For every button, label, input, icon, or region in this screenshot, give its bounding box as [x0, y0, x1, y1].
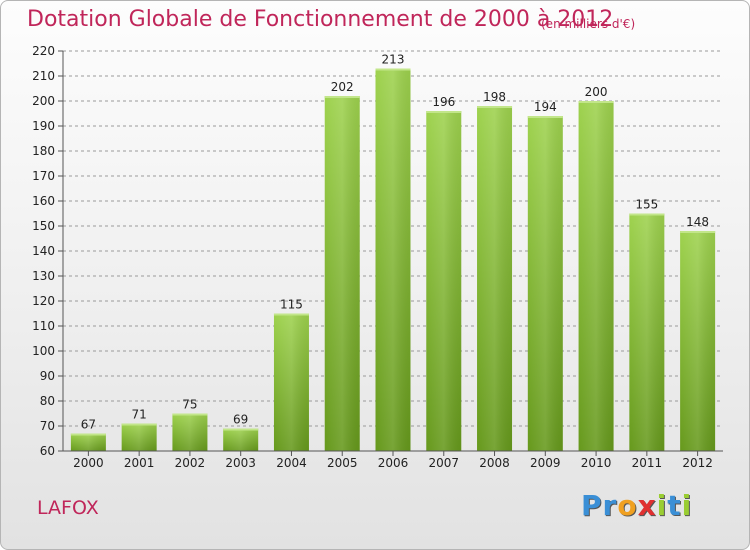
bar-top-highlight	[121, 423, 157, 426]
y-tick-label: 160	[32, 194, 55, 208]
bar-shine	[324, 96, 360, 451]
logo-letter: P	[581, 489, 603, 522]
y-tick-label: 90	[40, 369, 55, 383]
x-tick-label: 2011	[632, 456, 663, 470]
x-tick-label: 2010	[581, 456, 612, 470]
bar-chart: 67 71 75 69 115 202 213 196 198 194 200 155 148 60 70…	[32, 44, 723, 470]
x-tick-label: 2003	[225, 456, 256, 470]
y-tick-label: 220	[32, 44, 55, 58]
y-tick-label: 180	[32, 144, 55, 158]
bar-top-highlight	[172, 413, 208, 416]
bar-top-highlight	[477, 106, 513, 108]
bar-shine	[426, 111, 462, 451]
y-tick-label: 60	[40, 444, 55, 458]
bar-shine	[477, 106, 513, 451]
x-tick-label: 2002	[175, 456, 206, 470]
bar-value-label: 200	[585, 85, 608, 99]
x-tick-label: 2001	[124, 456, 155, 470]
bar-shine	[70, 433, 106, 451]
bar-value-label: 196	[432, 95, 455, 109]
bar-value-label: 194	[534, 100, 557, 114]
bar-shine	[121, 423, 157, 451]
bar-value-label: 213	[382, 53, 405, 67]
bar-top-highlight	[273, 313, 309, 316]
y-tick-label: 110	[32, 319, 55, 333]
commune-name: LAFOX	[37, 497, 99, 519]
bar-value-label: 148	[686, 215, 709, 229]
bar-shine	[375, 68, 411, 451]
bar-top-highlight	[629, 213, 665, 216]
x-tick-label: 2004	[276, 456, 307, 470]
bar-top-highlight	[223, 428, 259, 431]
axes: 60 70 80 90 100 110 120 130 140 150 160 170 180 190 20…	[32, 44, 723, 470]
bar-shine	[629, 213, 665, 451]
y-tick-label: 130	[32, 269, 55, 283]
y-tick-label: 190	[32, 119, 55, 133]
bar-value-label: 155	[635, 198, 658, 212]
y-tick-label: 120	[32, 294, 55, 308]
x-tick-label: 2012	[682, 456, 713, 470]
y-tick-label: 170	[32, 169, 55, 183]
logo-letter: r	[602, 489, 618, 522]
bar-shine	[223, 428, 259, 451]
bar-top-highlight	[70, 433, 106, 436]
bar-value-label: 67	[81, 418, 96, 432]
y-tick-label: 80	[40, 394, 55, 408]
chart-subtitle: (en milliers d'€)	[541, 17, 636, 31]
x-tick-label: 2006	[378, 456, 409, 470]
bar-top-highlight	[527, 116, 563, 118]
y-tick-label: 210	[32, 69, 55, 83]
bar-top-highlight	[680, 231, 716, 233]
bar-top-highlight	[324, 96, 360, 98]
logo-letter: i	[656, 489, 668, 522]
bar-value-label: 69	[233, 413, 248, 427]
proxiti-logo[interactable]: Proxiti	[581, 489, 692, 522]
bar-shine	[273, 313, 309, 451]
y-tick-label: 70	[40, 419, 55, 433]
bars: 67 71 75 69 115 202 213 196 198 194 200 155 148	[70, 53, 716, 451]
y-tick-label: 100	[32, 344, 55, 358]
bar-top-highlight	[426, 111, 462, 113]
logo-letter: x	[637, 489, 657, 522]
bar-shine	[527, 116, 563, 451]
bar-top-highlight	[375, 68, 411, 71]
bar-value-label: 202	[331, 80, 354, 94]
chart-title: Dotation Globale de Fonctionnement de 20…	[27, 7, 614, 32]
bar-value-label: 75	[182, 398, 197, 412]
y-tick-label: 200	[32, 94, 55, 108]
bar-value-label: 115	[280, 298, 303, 312]
x-tick-label: 2007	[428, 456, 459, 470]
logo-letter: i	[681, 489, 693, 522]
bar-value-label: 198	[483, 90, 506, 104]
bar-value-label: 71	[132, 408, 147, 422]
logo-letter: t	[667, 489, 682, 522]
bar-shine	[578, 101, 614, 451]
x-tick-label: 2008	[479, 456, 510, 470]
x-tick-label: 2000	[73, 456, 104, 470]
bar-top-highlight	[578, 101, 614, 103]
logo-letter: o	[617, 489, 638, 522]
y-tick-label: 150	[32, 219, 55, 233]
x-tick-label: 2005	[327, 456, 358, 470]
y-tick-label: 140	[32, 244, 55, 258]
x-tick-label: 2009	[530, 456, 561, 470]
bar-shine	[680, 231, 716, 451]
bar-shine	[172, 413, 208, 451]
